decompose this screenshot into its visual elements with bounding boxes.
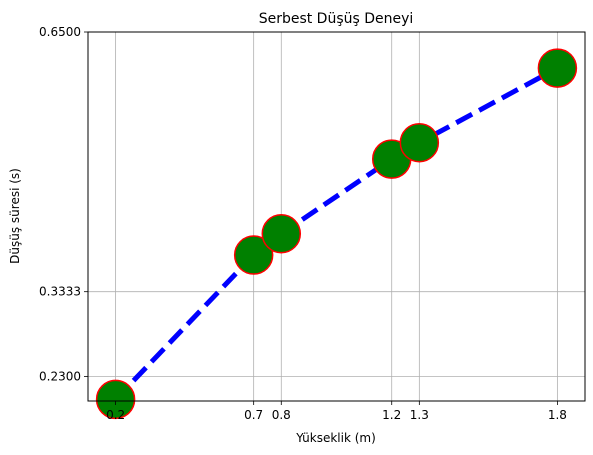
data-point [399, 122, 440, 163]
x-axis-label: Yükseklik (m) [295, 431, 376, 445]
x-tick-label: 1.8 [548, 408, 567, 422]
x-tick-label: 0.7 [244, 408, 263, 422]
y-axis-label: Düşüş süresi (s) [8, 168, 22, 264]
data-point [95, 379, 136, 420]
x-axis-ticks: 0.2 0.7 0.8 1.2 1.3 1.8 [106, 401, 567, 422]
y-tick-label: 0.2300 [39, 369, 81, 383]
series-layer [95, 48, 578, 420]
chart-title: Serbest Düşüş Deneyi [259, 11, 414, 27]
x-tick-label: 1.2 [382, 408, 401, 422]
x-tick-label: 1.3 [410, 408, 429, 422]
x-tick-label: 0.8 [272, 408, 291, 422]
series-line [113, 65, 559, 402]
y-tick-label: 0.3333 [39, 285, 81, 299]
plot-frame [87, 31, 586, 402]
y-axis-ticks: 0.2300 0.3333 0.6500 [39, 25, 88, 383]
data-point [537, 48, 578, 88]
data-point [233, 235, 274, 275]
x-tick-label: 0.2 [106, 408, 125, 422]
y-tick-label: 0.6500 [39, 25, 81, 39]
data-point [261, 213, 302, 254]
